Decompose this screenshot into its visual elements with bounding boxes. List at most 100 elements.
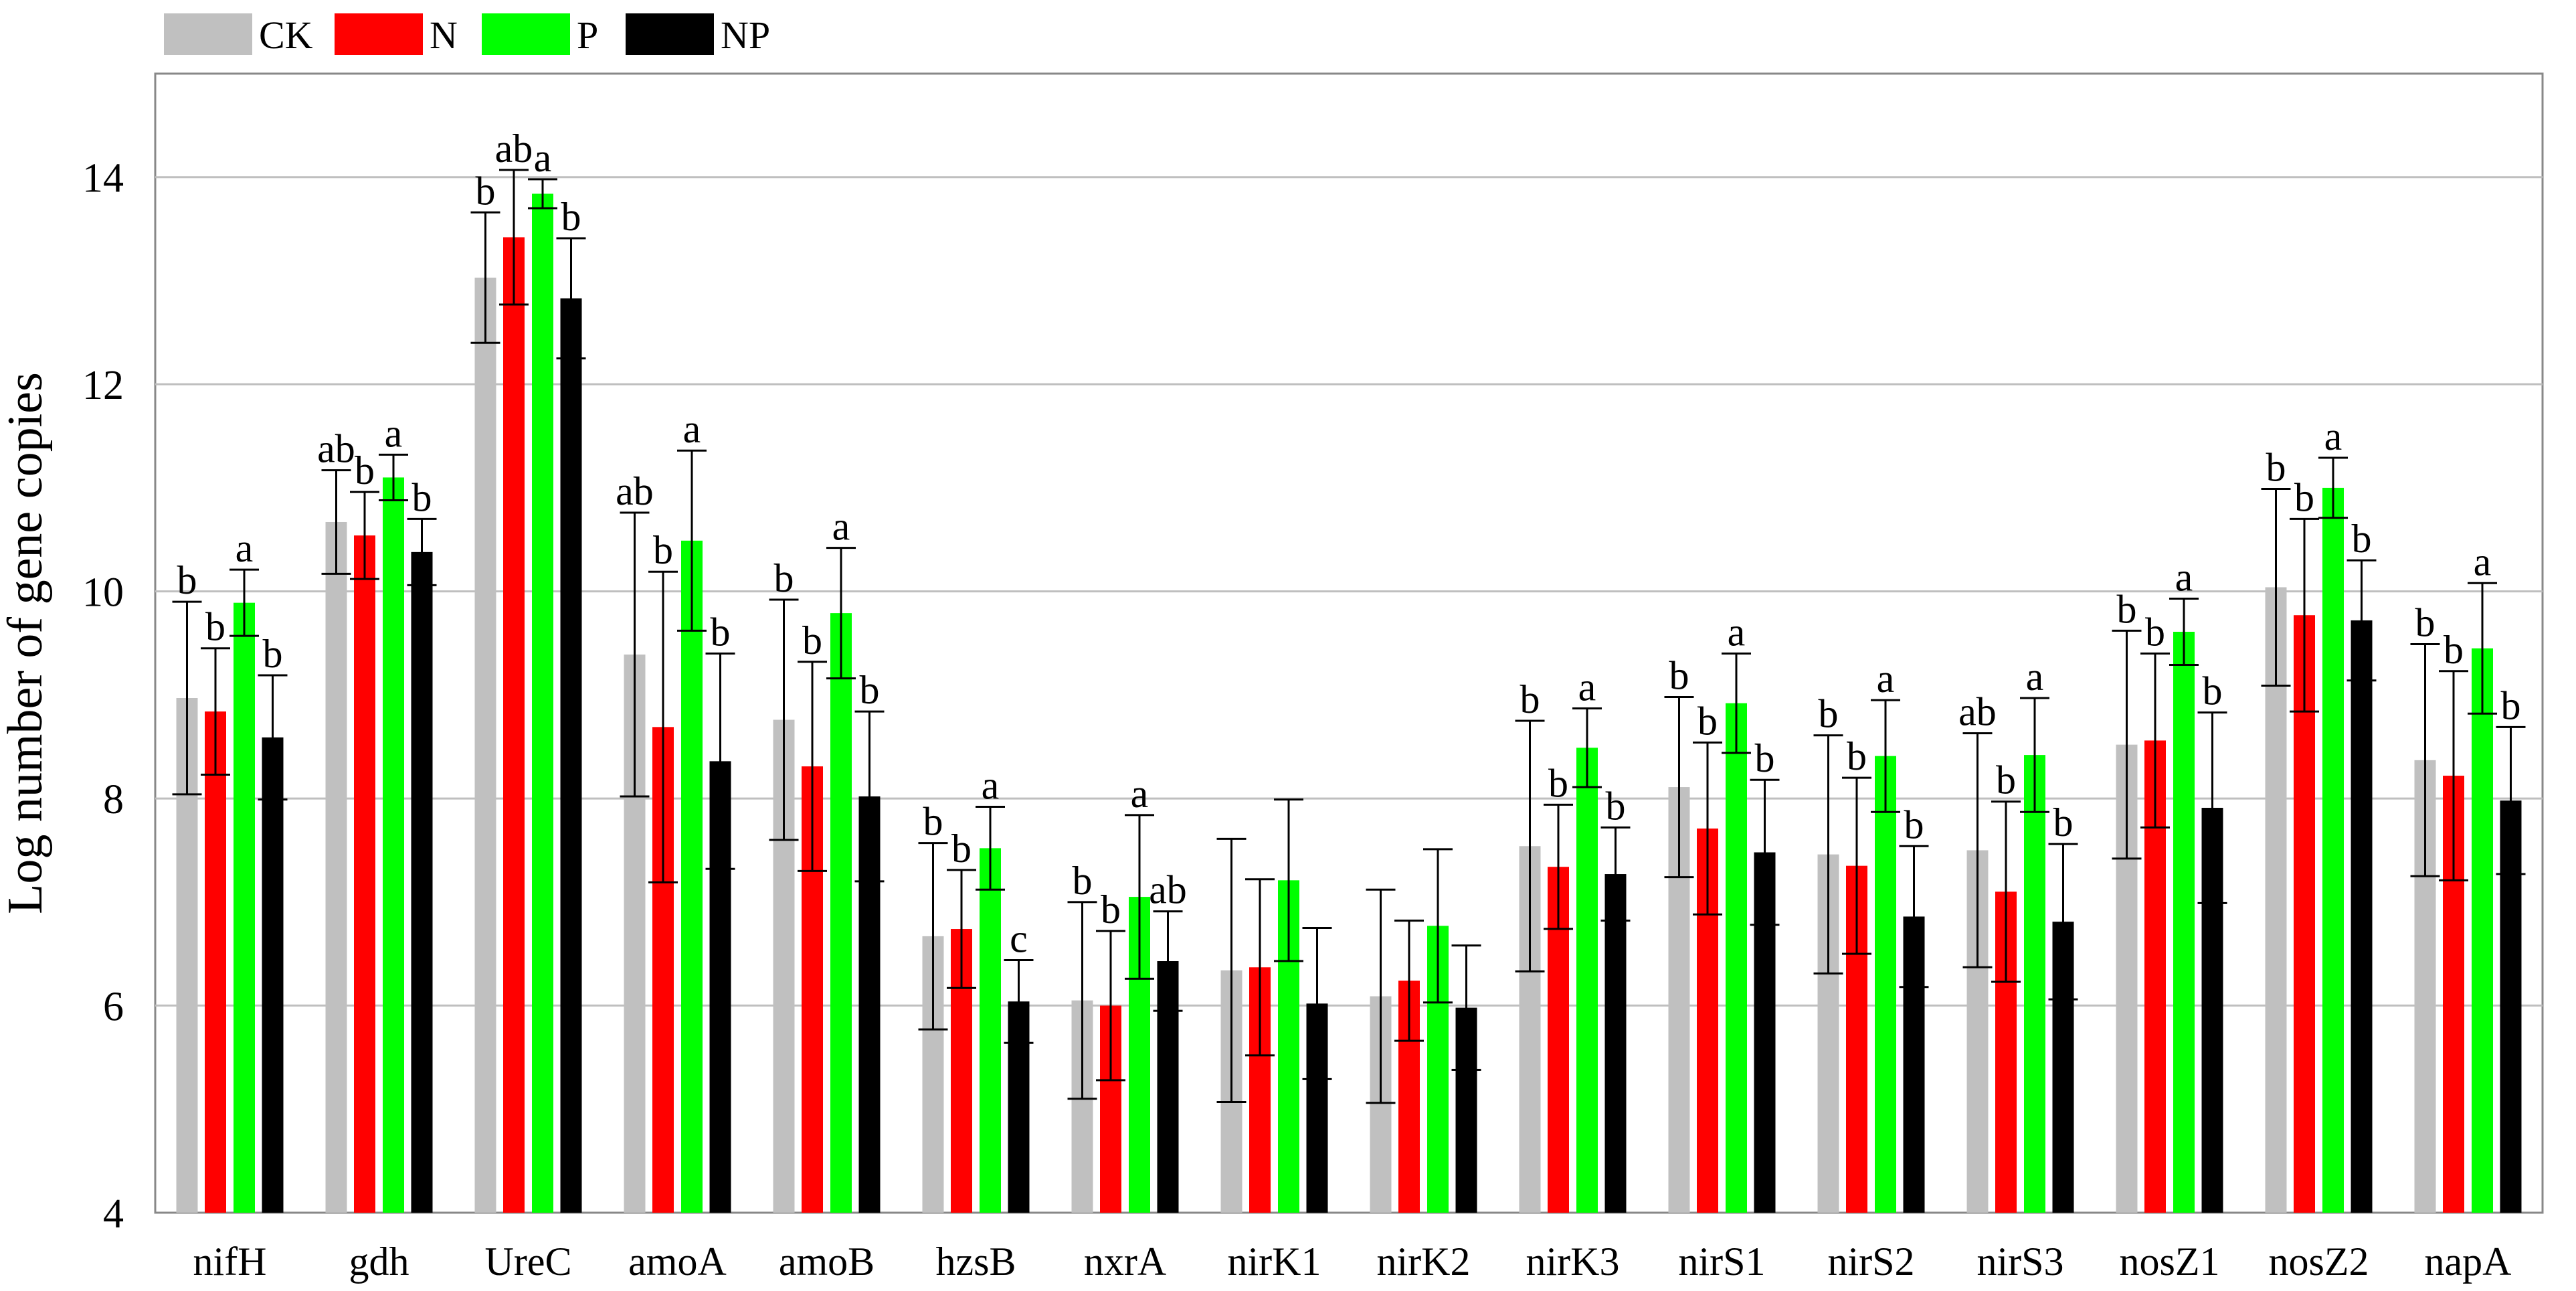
x-tick-label: nosZ1: [2120, 1239, 2220, 1284]
y-tick-label: 4: [103, 1191, 124, 1237]
x-tick-label: nirK1: [1228, 1239, 1321, 1284]
error-bar: [620, 511, 650, 798]
significance-letter: b: [2053, 800, 2074, 845]
error-bar: [1842, 776, 1871, 955]
error-bar: [1693, 742, 1722, 916]
error-bars: [172, 169, 2526, 1104]
significance-letter: a: [1877, 657, 1895, 701]
error-bar: [1991, 800, 2021, 983]
significance-letter: b: [1819, 692, 1839, 736]
bar: [830, 613, 852, 1213]
error-bar: [1451, 944, 1481, 1071]
legend-item: P: [482, 13, 598, 57]
significance-letter: b: [2266, 445, 2286, 489]
bar: [1604, 874, 1627, 1213]
y-tick-label: 12: [82, 363, 124, 408]
error-bar: [2290, 517, 2319, 713]
significance-letter: a: [982, 763, 1000, 807]
legend-label: CK: [259, 13, 313, 57]
error-bar: [1515, 719, 1545, 972]
bars: [176, 193, 2522, 1213]
error-bar: [2410, 643, 2440, 877]
legend-swatch: [164, 13, 252, 55]
significance-letter: a: [385, 411, 403, 455]
significance-letter: a: [2324, 414, 2342, 458]
x-tick-label: gdh: [349, 1239, 409, 1284]
significance-letter: b: [802, 618, 822, 663]
significance-letter: b: [1101, 887, 1121, 932]
significance-letter: b: [412, 475, 432, 519]
significance-letter: b: [860, 668, 880, 712]
bar: [980, 848, 1001, 1213]
significance-letter: b: [476, 169, 496, 213]
significance-letter: a: [683, 407, 701, 451]
error-bar: [379, 453, 408, 501]
error-bar: [769, 598, 799, 841]
legend: CK N P NP: [164, 13, 770, 57]
significance-letter: b: [1904, 802, 1924, 847]
x-tick-label: nirK2: [1377, 1239, 1471, 1284]
significance-letter: b: [1847, 734, 1867, 778]
significance-letter: a: [236, 526, 254, 570]
significance-letter: a: [1131, 772, 1149, 816]
legend-label: N: [430, 13, 458, 57]
significance-letter: b: [2294, 475, 2314, 519]
bar: [2351, 620, 2373, 1213]
bar: [474, 277, 496, 1213]
error-bar: [1153, 910, 1183, 1012]
legend-swatch: [482, 13, 570, 55]
legend-swatch: [626, 13, 714, 55]
bar: [2294, 615, 2315, 1213]
bar: [383, 477, 404, 1213]
error-bar: [976, 805, 1005, 891]
significance-letter: b: [951, 827, 972, 871]
significance-letter: ab: [1149, 868, 1187, 912]
error-bar: [2347, 559, 2377, 682]
x-tick-label: nirS2: [1827, 1239, 1914, 1284]
error-bar: [648, 570, 678, 883]
x-tick-label: amoA: [628, 1239, 727, 1284]
error-bar: [1572, 707, 1602, 788]
significance-letter: a: [2175, 555, 2193, 599]
error-bar: [1067, 901, 1097, 1100]
significance-letter: a: [1578, 665, 1596, 709]
error-bar: [407, 517, 437, 586]
error-bar: [1722, 652, 1751, 754]
legend-item: CK: [164, 13, 313, 57]
error-bar: [1664, 695, 1694, 879]
y-tick-label: 10: [82, 570, 124, 616]
bar: [1726, 703, 1747, 1213]
error-bar: [2169, 597, 2199, 666]
error-bar: [528, 178, 557, 209]
bar: [325, 521, 347, 1213]
significance-letter: c: [1010, 916, 1028, 960]
y-axis: 4 6 8 10 12 14: [82, 156, 124, 1237]
significance-letter: a: [1728, 610, 1746, 654]
significance-letter: b: [2444, 628, 2464, 672]
x-tick-label: nirK3: [1526, 1239, 1620, 1284]
significance-letter: b: [2203, 669, 2223, 713]
significance-letter: b: [561, 195, 581, 239]
error-bar: [2140, 652, 2170, 829]
error-bar: [2048, 843, 2078, 1001]
significance-letter: b: [205, 605, 225, 649]
error-bar: [947, 869, 976, 989]
error-bar: [705, 652, 735, 870]
legend-item: N: [335, 13, 458, 57]
significance-letter: b: [355, 448, 375, 493]
legend-label: P: [577, 13, 598, 57]
significance-letter: ab: [1958, 690, 1997, 734]
error-bar: [2496, 725, 2526, 875]
y-tick-label: 8: [103, 777, 124, 823]
error-bar: [1899, 845, 1929, 988]
bar: [2265, 587, 2287, 1213]
error-bar: [677, 449, 707, 632]
error-bar: [2112, 629, 2142, 860]
error-bar: [1962, 732, 1993, 968]
significance-letter: b: [1697, 699, 1718, 744]
error-bar: [556, 237, 586, 359]
significance-letter: b: [1606, 784, 1626, 828]
legend-swatch: [335, 13, 423, 55]
bar: [503, 237, 525, 1213]
